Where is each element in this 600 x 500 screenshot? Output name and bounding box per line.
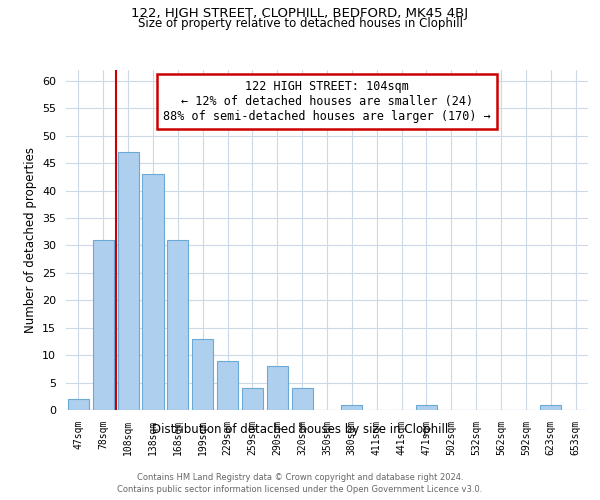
Text: 122 HIGH STREET: 104sqm
← 12% of detached houses are smaller (24)
88% of semi-de: 122 HIGH STREET: 104sqm ← 12% of detache… bbox=[163, 80, 491, 123]
Bar bbox=[341, 404, 362, 410]
Text: 122, HIGH STREET, CLOPHILL, BEDFORD, MK45 4BJ: 122, HIGH STREET, CLOPHILL, BEDFORD, MK4… bbox=[131, 8, 469, 20]
Bar bbox=[167, 240, 188, 410]
Bar bbox=[68, 399, 89, 410]
Text: Distribution of detached houses by size in Clophill: Distribution of detached houses by size … bbox=[152, 422, 448, 436]
Bar bbox=[93, 240, 114, 410]
Bar bbox=[242, 388, 263, 410]
Text: Contains HM Land Registry data © Crown copyright and database right 2024.: Contains HM Land Registry data © Crown c… bbox=[137, 472, 463, 482]
Bar bbox=[217, 360, 238, 410]
Bar bbox=[192, 338, 213, 410]
Bar bbox=[540, 404, 561, 410]
Bar bbox=[142, 174, 164, 410]
Text: Contains public sector information licensed under the Open Government Licence v3: Contains public sector information licen… bbox=[118, 485, 482, 494]
Bar bbox=[292, 388, 313, 410]
Text: Size of property relative to detached houses in Clophill: Size of property relative to detached ho… bbox=[137, 18, 463, 30]
Y-axis label: Number of detached properties: Number of detached properties bbox=[23, 147, 37, 333]
Bar bbox=[118, 152, 139, 410]
Bar bbox=[267, 366, 288, 410]
Bar bbox=[416, 404, 437, 410]
